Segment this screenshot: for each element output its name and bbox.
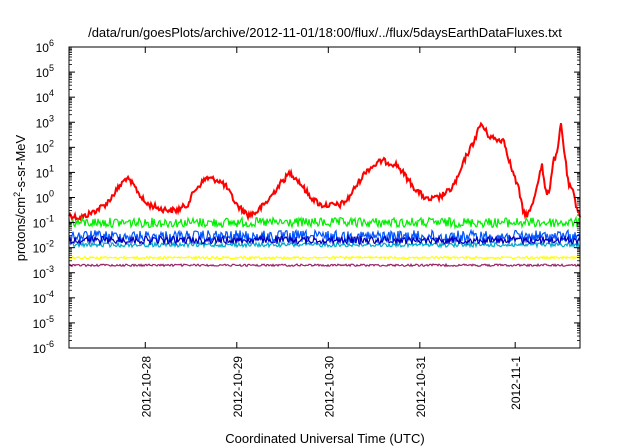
x-tick-label: 2012-10-30: [322, 356, 336, 418]
x-axis-label: Coordinated Universal Time (UTC): [225, 431, 424, 446]
y-tick-label: 103: [36, 113, 54, 130]
y-tick-label: 100: [36, 189, 54, 206]
series-line-3: [68, 240, 581, 249]
y-tick-label: 10-1: [33, 214, 54, 231]
series-line-6: [68, 262, 581, 268]
y-tick-label: 10-6: [33, 339, 54, 356]
y-tick-label: 10-4: [33, 289, 54, 306]
x-tick-label: 2012-10-31: [414, 356, 428, 418]
y-tick-label: 10-3: [33, 264, 54, 281]
y-tick-label: 10-2: [33, 239, 54, 256]
series-line-4: [68, 234, 581, 247]
x-tick-label: 2012-10-28: [139, 356, 153, 418]
y-axis: 10-6 10-5 10-4 10-3 10-2 10-1 100 101 102 103 104 1…: [33, 38, 580, 356]
x-tick-label: 2012-11-1: [509, 356, 523, 410]
y-tick-label: 104: [36, 88, 54, 105]
series-line-0: [68, 121, 581, 224]
series-line-5: [68, 255, 581, 260]
x-axis: 2012-10-28 2012-10-29 2012-10-30 2012-10-31…: [139, 47, 523, 417]
plot-frame: [68, 46, 581, 349]
y-tick-label: 106: [36, 38, 54, 55]
y-tick-label: 105: [36, 63, 54, 80]
series-layer: [68, 121, 581, 268]
chart-title: /data/run/goesPlots/archive/2012-11-01/1…: [88, 25, 562, 40]
y-tick-label: 10-5: [33, 314, 54, 331]
series-line-1: [68, 215, 581, 230]
y-axis-label: protons/cm2-s-sr-MeV: [12, 134, 28, 261]
x-tick-label: 2012-10-29: [231, 356, 245, 418]
y-tick-label: 101: [36, 163, 54, 180]
y-tick-label: 102: [36, 138, 54, 155]
